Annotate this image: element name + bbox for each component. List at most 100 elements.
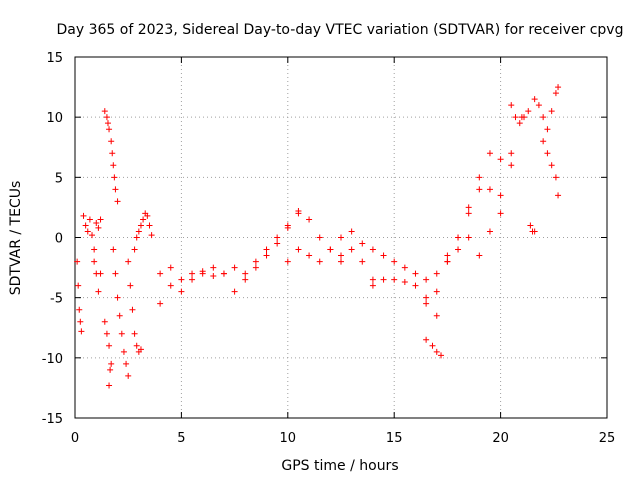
y-tick-label: -5 <box>50 292 63 307</box>
data-point <box>555 192 562 199</box>
data-point <box>114 294 121 301</box>
data-point <box>91 246 98 253</box>
data-point <box>412 270 419 277</box>
y-tick-label: 5 <box>55 171 63 186</box>
y-tick-label: -10 <box>42 352 63 367</box>
data-point <box>199 270 206 277</box>
data-point <box>544 126 551 133</box>
data-point <box>220 270 227 277</box>
data-point <box>110 246 117 253</box>
data-point <box>540 138 547 145</box>
data-point <box>338 252 344 259</box>
data-point <box>210 273 217 280</box>
data-point <box>423 300 430 307</box>
series-arc-06 <box>110 246 132 379</box>
series-arc-19 <box>433 150 515 277</box>
y-axis-label: SDTVAR / TECUs <box>8 181 24 296</box>
data-points <box>74 84 562 389</box>
data-point <box>444 258 451 265</box>
data-point <box>476 174 483 181</box>
data-point <box>133 234 140 241</box>
data-point <box>433 288 440 295</box>
data-point <box>112 270 119 277</box>
data-point <box>178 288 185 295</box>
data-point <box>189 270 196 277</box>
data-point <box>535 102 542 109</box>
data-point <box>525 108 532 115</box>
data-point <box>75 282 82 289</box>
x-tick-label: 5 <box>177 431 185 446</box>
data-point <box>380 276 387 283</box>
data-point <box>125 372 132 379</box>
data-point <box>86 216 93 223</box>
data-point <box>455 234 462 241</box>
data-point <box>391 276 398 283</box>
series-arc-07 <box>106 366 114 389</box>
data-point <box>455 246 462 253</box>
data-point <box>429 342 436 349</box>
data-point <box>465 234 472 241</box>
series-arc-17 <box>423 336 445 359</box>
y-tick-labels: -15 -10 -5 0 5 10 15 <box>42 51 63 427</box>
data-point <box>131 330 138 337</box>
data-point <box>465 210 472 217</box>
data-point <box>508 102 515 109</box>
data-point <box>423 276 430 283</box>
series-arc-15 <box>338 240 430 283</box>
data-point <box>210 264 217 271</box>
data-point <box>167 264 174 271</box>
data-point <box>540 114 547 121</box>
data-point <box>108 360 115 367</box>
data-point <box>295 210 302 217</box>
data-point <box>123 360 130 367</box>
data-point <box>369 276 376 283</box>
data-point <box>348 246 355 253</box>
data-point <box>263 252 270 259</box>
data-point <box>284 258 291 265</box>
data-point <box>527 222 534 229</box>
data-point <box>508 150 515 157</box>
data-point <box>521 114 528 121</box>
y-tick-label: 15 <box>46 51 63 66</box>
data-point <box>95 224 102 231</box>
data-point <box>137 346 144 353</box>
data-point <box>140 216 147 223</box>
series-arc-23 <box>540 138 562 199</box>
data-point <box>74 258 81 265</box>
data-point <box>103 330 110 337</box>
data-point <box>97 216 104 223</box>
data-point <box>284 222 291 229</box>
data-point <box>263 246 270 253</box>
data-point <box>512 114 519 121</box>
data-point <box>295 246 302 253</box>
data-point <box>114 198 121 205</box>
data-point <box>274 240 281 247</box>
data-point <box>125 258 132 265</box>
data-point <box>242 276 249 283</box>
data-point <box>552 90 559 97</box>
data-point <box>110 162 117 169</box>
data-point <box>359 258 366 265</box>
data-point <box>306 252 313 259</box>
data-point <box>359 240 366 247</box>
data-point <box>120 348 127 355</box>
data-point <box>135 228 142 235</box>
series-arc-05 <box>101 318 115 367</box>
data-point <box>369 246 376 253</box>
data-point <box>189 276 196 283</box>
data-point <box>348 228 355 235</box>
data-point <box>118 330 125 337</box>
x-tick-labels: 0 5 10 15 20 25 <box>71 431 615 446</box>
data-point <box>438 352 445 359</box>
series-arc-21 <box>508 102 532 127</box>
data-point <box>306 216 313 223</box>
data-point <box>109 150 116 157</box>
data-point <box>369 282 376 289</box>
data-point <box>242 270 249 277</box>
data-point <box>231 264 238 271</box>
series-arc-22 <box>531 84 562 133</box>
data-point <box>137 222 144 229</box>
x-axis-label: GPS time / hours <box>281 458 398 474</box>
series-arc-11 <box>157 264 227 307</box>
series-arc-24 <box>527 222 538 235</box>
